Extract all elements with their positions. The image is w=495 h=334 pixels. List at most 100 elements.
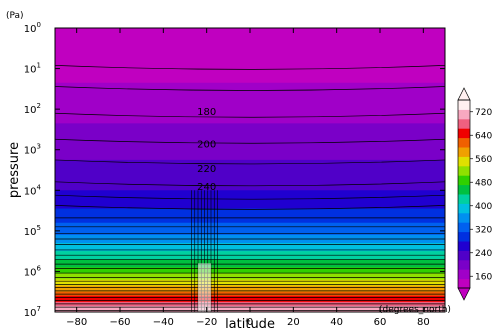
temperature-band <box>55 287 445 291</box>
contour-line <box>55 159 445 165</box>
contour-line <box>55 86 445 91</box>
temperature-band <box>55 176 445 179</box>
temperature-band <box>55 131 445 135</box>
temperature-band <box>55 198 445 202</box>
colorbar-tick-label: 400 <box>475 202 492 212</box>
temperature-band <box>55 167 445 171</box>
temperature-band <box>55 170 445 173</box>
temperature-band <box>55 190 445 193</box>
temperature-band <box>55 218 445 222</box>
temperature-band <box>55 159 445 163</box>
temperature-band <box>55 80 445 84</box>
temperature-band <box>55 74 445 78</box>
x-unit-label: (degrees_north) <box>379 305 451 315</box>
temperature-band <box>55 230 445 234</box>
temperature-band <box>55 147 445 151</box>
temperature-band <box>55 70 445 74</box>
temperature-band <box>55 82 445 86</box>
colorbar-segment <box>458 269 470 280</box>
temperature-band <box>55 202 445 206</box>
temperature-band <box>55 196 445 199</box>
colorbar-tick-label: 160 <box>475 272 492 282</box>
temperature-band <box>55 62 445 66</box>
y-tick-label: 106 <box>24 264 42 278</box>
temperature-band <box>55 117 445 120</box>
temperature-band <box>55 212 445 216</box>
x-tick-label: −80 <box>66 317 87 328</box>
temperature-band <box>55 299 445 303</box>
y-tick-label: 101 <box>24 62 41 76</box>
colorbar-min-arrow <box>457 287 471 301</box>
temperature-band <box>55 163 445 167</box>
colorbar-segment <box>458 259 470 270</box>
temperature-band <box>55 42 445 45</box>
temperature-band <box>55 232 445 236</box>
contour-label: 200 <box>197 140 216 151</box>
temperature-band <box>55 90 445 94</box>
x-axis-label: latitude <box>225 317 275 332</box>
temperature-band <box>55 222 445 226</box>
colorbar-segment <box>458 165 470 176</box>
temperature-band <box>55 54 445 57</box>
x-tick-label: 80 <box>417 317 430 328</box>
temperature-band <box>55 103 445 106</box>
temperature-band <box>55 121 445 124</box>
colorbar-segment <box>458 137 470 148</box>
colorbar-tick-label: 720 <box>475 108 492 118</box>
temperature-band <box>55 68 445 72</box>
temperature-band <box>55 253 445 256</box>
temperature-band <box>55 303 445 307</box>
temperature-band <box>55 277 445 281</box>
temperature-band <box>55 44 445 47</box>
temperature-band <box>55 48 445 51</box>
colorbar-segment <box>458 175 470 186</box>
colorbar-segment <box>458 212 470 223</box>
temperature-band <box>55 123 445 126</box>
contour-lines <box>55 65 445 311</box>
temperature-band <box>55 40 445 43</box>
colorbar-segment <box>458 194 470 204</box>
contour-line <box>55 181 445 187</box>
temperature-band <box>55 135 445 139</box>
y-tick-label: 102 <box>24 102 41 116</box>
temperature-band <box>55 151 445 155</box>
anomaly-band <box>191 190 218 312</box>
temperature-band <box>55 291 445 295</box>
temperature-band <box>55 257 445 260</box>
colorbar-tick-label: 240 <box>475 249 492 259</box>
temperature-band <box>55 101 445 104</box>
colorbar-segment <box>458 156 470 167</box>
temperature-band <box>55 105 445 108</box>
temperature-band <box>55 214 445 218</box>
temperature-band <box>55 109 445 112</box>
temperature-band <box>55 261 445 264</box>
x-tick-label: 0 <box>247 317 253 328</box>
temperature-band <box>55 46 445 49</box>
temperature-band <box>55 293 445 297</box>
temperature-band <box>55 186 445 189</box>
temperature-band <box>55 245 445 248</box>
colorbar-tick-label: 480 <box>475 178 492 188</box>
temperature-band <box>55 137 445 141</box>
contour-line <box>55 138 445 144</box>
temperature-band <box>55 86 445 90</box>
temperature-band <box>55 182 445 185</box>
x-tick-label: 60 <box>374 317 387 328</box>
colorbar-segment <box>458 109 470 120</box>
colorbar-segment <box>458 278 470 289</box>
colorbar-tick-label: 320 <box>475 225 492 235</box>
temperature-band <box>55 58 445 62</box>
colorbar-frame <box>457 99 471 289</box>
contour-label: 240 <box>197 182 216 193</box>
temperature-band <box>55 127 445 131</box>
temperature-band <box>55 285 445 289</box>
temperature-band <box>55 259 445 262</box>
temperature-band <box>55 180 445 183</box>
temperature-band <box>55 188 445 191</box>
temperature-band <box>55 220 445 224</box>
colorbar-segment <box>458 128 470 139</box>
contour-label: 220 <box>197 164 216 175</box>
contour-line <box>55 194 445 200</box>
colorbar-max-arrow <box>457 87 471 101</box>
